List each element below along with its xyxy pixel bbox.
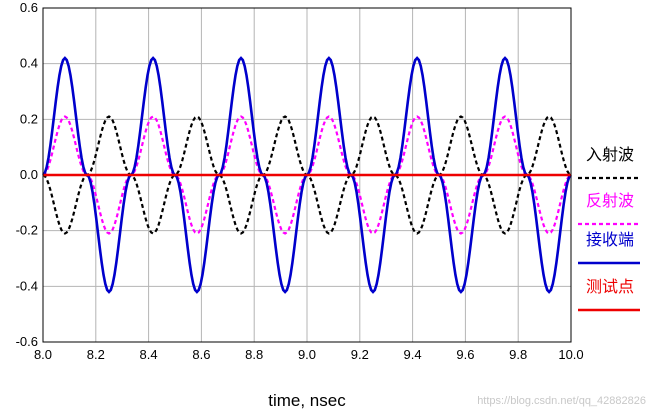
x-tick-label: 8.4 [140, 347, 158, 362]
x-tick-label: 8.0 [34, 347, 52, 362]
y-tick-label: 0.4 [20, 56, 38, 71]
y-tick-label: -0.2 [16, 223, 38, 238]
x-tick-label: 9.2 [351, 347, 369, 362]
legend-label: 测试点 [586, 277, 634, 296]
x-tick-label: 8.8 [245, 347, 263, 362]
x-tick-label: 8.6 [192, 347, 210, 362]
legend-label: 接收端 [586, 230, 634, 249]
x-tick-label: 9.6 [456, 347, 474, 362]
x-tick-label: 9.8 [509, 347, 527, 362]
plot-frame [42, 7, 572, 343]
x-axis-label: time, nsec [268, 391, 346, 410]
y-tick-label: -0.6 [16, 334, 38, 349]
y-tick-label: 0.6 [20, 0, 38, 15]
x-tick-label: 10.0 [558, 347, 583, 362]
x-tick-label: 8.2 [87, 347, 105, 362]
y-axis-ticks: 0.6 0.4 0.2 0.0 -0.2 -0.4 -0.6 [16, 0, 38, 349]
x-axis-ticks: 8.0 8.2 8.4 8.6 8.8 9.0 9.2 9.4 9.6 9.8 10.0 [34, 347, 584, 362]
x-tick-label: 9.4 [404, 347, 422, 362]
y-tick-label: -0.4 [16, 278, 38, 293]
series-layer [42, 56, 572, 294]
watermark: https://blog.csdn.net/qq_42882826 [477, 395, 646, 407]
y-tick-label: 0.0 [20, 167, 38, 182]
legend-label: 入射波 [586, 145, 634, 164]
x-tick-label: 9.0 [298, 347, 316, 362]
legend-label: 反射波 [586, 191, 634, 210]
y-tick-label: 0.2 [20, 111, 38, 126]
